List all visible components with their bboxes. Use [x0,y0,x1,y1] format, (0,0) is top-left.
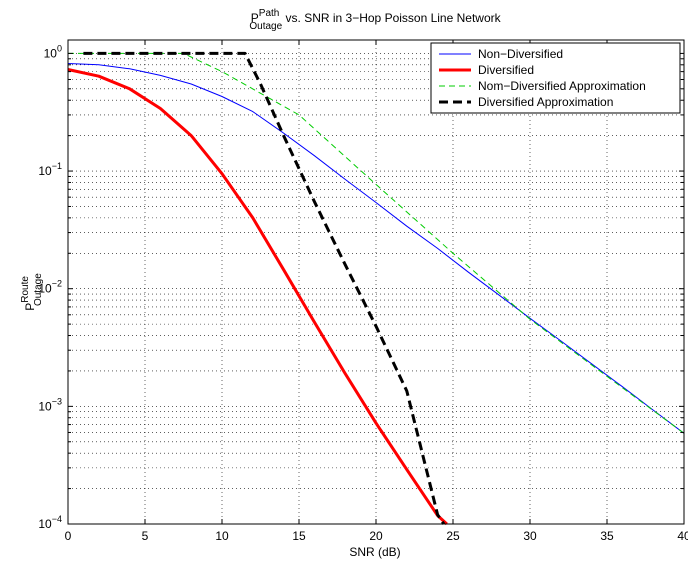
y-tick-exponent: −2 [52,279,62,289]
title-sub: Outage [249,21,282,32]
x-tick-label: 25 [446,529,460,543]
chart-title: PPath Outage vs. SNR in 3−Hop Poisson Lin… [249,8,501,32]
series-line-1 [67,68,448,526]
y-tick-label: 10−1 [38,161,62,178]
y-axis-label: PRoute Outage [20,273,44,311]
series-lines [67,51,685,526]
x-tick-label: 15 [292,529,306,543]
y-tick-label: 10−3 [38,396,62,413]
legend-entry-label: Non−Diversified [478,47,563,61]
title-base: P [251,11,259,25]
y-tick-base: 10 [38,164,52,178]
series-line-0 [67,63,685,434]
x-tick-label: 10 [215,529,229,543]
y-tick-base: 10 [44,46,58,60]
x-tick-label: 40 [677,529,688,543]
y-tick-exponent: −1 [52,161,62,171]
y-tick-label: 10−4 [38,514,62,531]
y-tick-exponent: −4 [52,514,62,524]
ylabel-sub: Outage [33,273,44,306]
x-tick-label: 20 [369,529,383,543]
y-tick-exponent: 0 [57,43,62,53]
plot-frame [67,39,685,525]
y-tick-label: 10−2 [38,279,62,296]
y-tick-base: 10 [38,282,52,296]
x-tick-label: 5 [142,529,149,543]
y-tick-exponent: −3 [52,396,62,406]
x-tick-label: 0 [65,529,72,543]
ylabel-base: P [23,303,37,311]
grid [68,40,684,524]
y-tick-base: 10 [38,399,52,413]
legend-entry-label: Diversified [478,63,534,77]
series-line-2 [68,52,685,434]
ylabel-sup: Route [20,276,31,303]
legend-entry-label: Nom−Diversified Approximation [478,79,646,93]
title-sup: Path [259,8,280,19]
legend-box [430,42,681,114]
legend: Non−Diversified Diversified Nom−Diversifie… [430,42,681,114]
legend-entry-label: Diversified Approximation [478,95,613,109]
x-tick-labels: 0 5 10 15 20 25 30 35 40 [65,529,688,543]
x-tick-label: 35 [600,529,614,543]
y-tick-base: 10 [38,517,52,531]
title-rest: vs. SNR in 3−Hop Poisson Line Network [282,11,501,25]
x-axis-label: SNR (dB) [349,545,400,559]
y-tick-label: 100 [44,43,62,60]
x-tick-label: 30 [523,529,537,543]
